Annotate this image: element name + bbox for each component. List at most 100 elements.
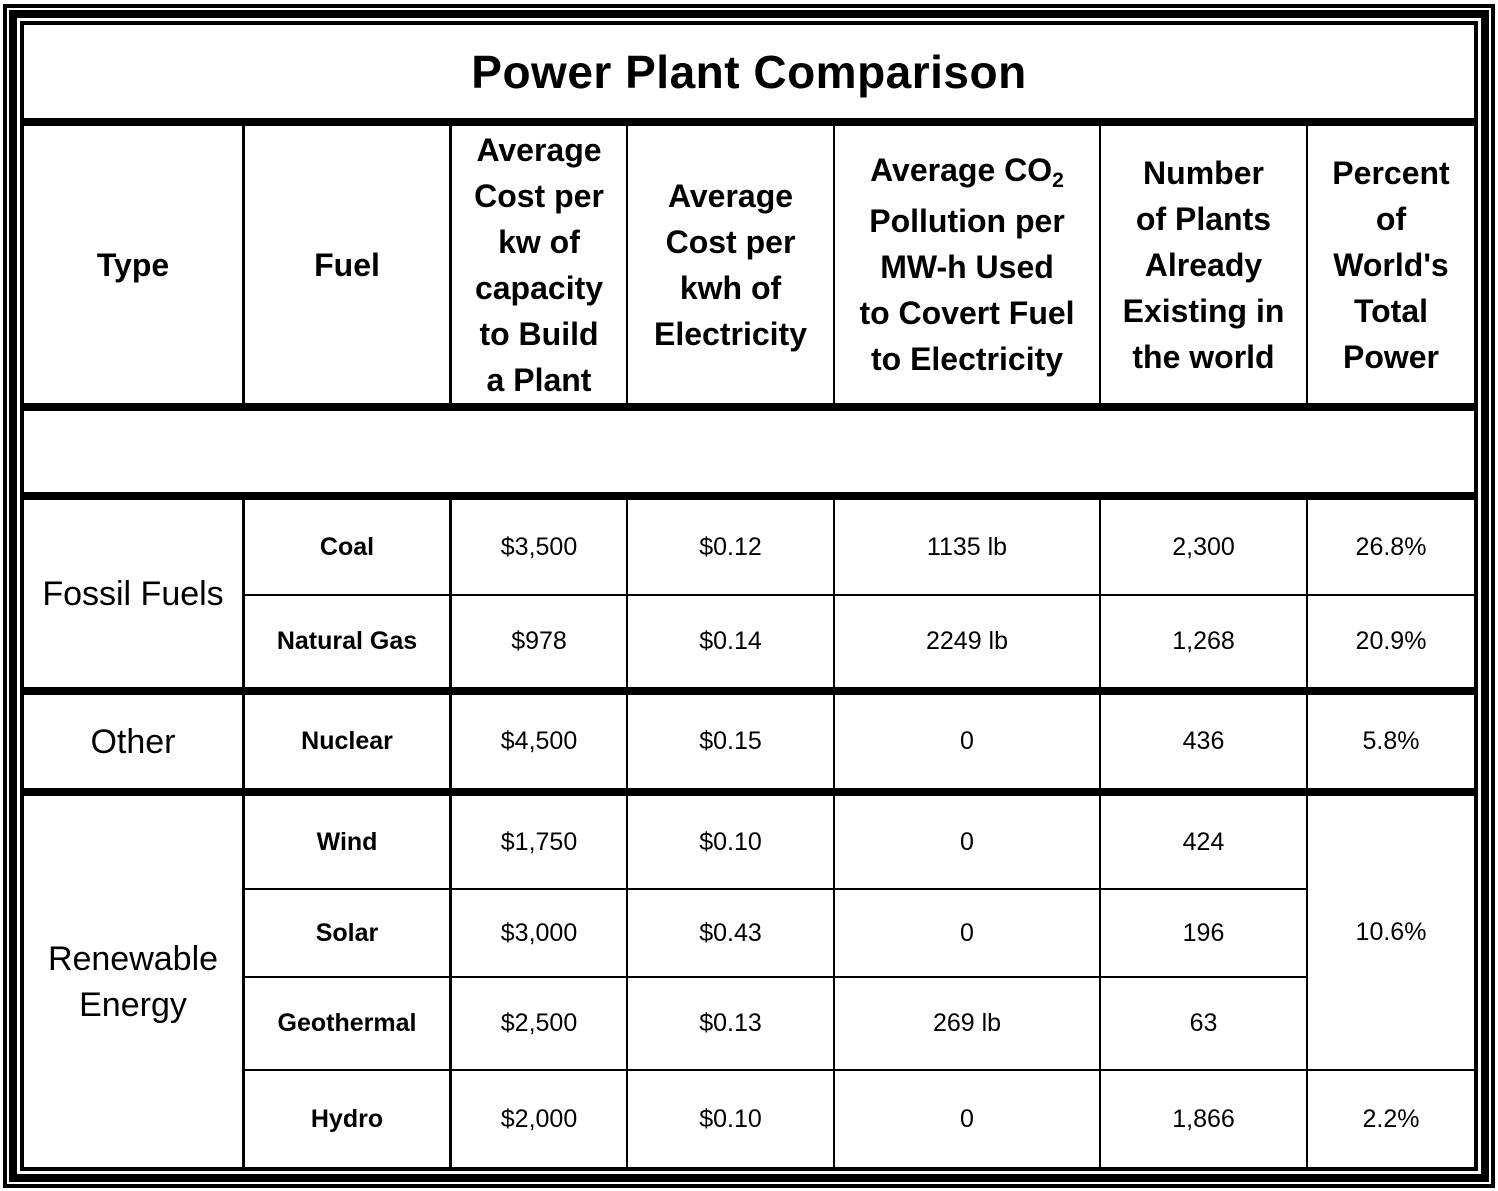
row-plants: 196	[1182, 918, 1225, 947]
header-cost-build-line: to Build	[479, 315, 599, 352]
col-rule-3-header	[626, 126, 628, 403]
row-co2: 0	[960, 827, 974, 856]
rule-wind-solar	[243, 888, 1307, 890]
row-cost-kwh: $0.13	[699, 1009, 762, 1037]
header-cost-kwh: Average Cost per kwh of Electricity	[628, 126, 833, 403]
row-plants: 1,268	[1172, 627, 1235, 655]
header-cost-kwh-line: kwh of	[679, 269, 782, 306]
header-percent-line: Total	[1353, 292, 1429, 329]
group-label-line: Renewable	[47, 939, 219, 978]
header-plants-line: the world	[1132, 338, 1275, 375]
row-cost-build: $2,000	[500, 1104, 578, 1133]
table-frame-band	[9, 10, 1489, 1182]
header-cost-build-line: Average	[476, 131, 602, 168]
col-rule-6-header	[1306, 126, 1308, 403]
row-cost-kwh: $0.15	[699, 727, 762, 755]
group-label-line: Energy	[79, 985, 187, 1024]
row-cost-kwh: $0.10	[699, 827, 762, 856]
header-cost-kwh-line: Average	[667, 177, 794, 214]
header-percent: Percent of World's Total Power	[1308, 126, 1474, 403]
header-co2-prefix: Average CO	[870, 152, 1053, 188]
row-percent: 5.8%	[1362, 727, 1420, 755]
row-cost-build: $3,500	[500, 532, 578, 561]
rule-below-other	[24, 788, 1474, 796]
row-fuel: Wind	[316, 827, 378, 856]
header-cost-build-line: Cost per	[474, 177, 604, 214]
header-fuel: Fuel	[314, 246, 380, 283]
col-rule-2-header	[449, 126, 452, 403]
row-fuel: Coal	[319, 532, 375, 561]
row-co2: 1135 lb	[926, 532, 1008, 561]
row-percent: 2.2%	[1362, 1104, 1420, 1133]
header-cost-build-line: kw of	[498, 223, 580, 260]
row-fuel: Nuclear	[301, 727, 393, 755]
header-cost-kwh-line: Cost per	[665, 223, 796, 260]
row-plants: 63	[1189, 1009, 1218, 1037]
rule-below-spacer	[24, 492, 1474, 500]
row-cost-kwh: $0.14	[699, 627, 762, 655]
header-co2-line: to Covert Fuel	[859, 295, 1075, 331]
rule-fossil-inner	[243, 594, 1474, 596]
rule-geo-hydro	[243, 1069, 1474, 1071]
group-label-line: Fossil Fuels	[42, 574, 224, 613]
row-plants: 2,300	[1172, 532, 1235, 561]
col-rule-2-body	[449, 500, 452, 1167]
row-cost-build: $978	[511, 627, 567, 655]
group-fossil-fuels: Fossil Fuels	[24, 500, 242, 687]
header-cost-kwh-line: Electricity	[654, 315, 807, 352]
header-plants-line: Number	[1143, 154, 1264, 191]
rule-solar-geo	[243, 976, 1307, 978]
table-frame-outer	[3, 4, 1495, 1188]
header-co2-subscript: 2	[1052, 168, 1064, 192]
row-cost-build: $4,500	[500, 727, 578, 755]
header-plants-line: Existing in	[1122, 292, 1285, 329]
row-fuel: Geothermal	[277, 1009, 417, 1037]
rule-below-title	[24, 118, 1474, 126]
spacer-row	[24, 411, 1474, 492]
renewable-shared-percent: 10.6%	[1355, 918, 1427, 946]
col-rule-5-header	[1099, 126, 1101, 403]
header-cost-build-line: capacity	[474, 269, 604, 306]
col-rule-4-body	[833, 500, 835, 1167]
page-title: Power Plant Comparison	[471, 45, 1027, 98]
header-cost-build-line: a Plant	[486, 361, 592, 398]
header-co2: Average CO2 Pollution per MW-h Used to C…	[835, 126, 1099, 403]
row-fuel: Natural Gas	[276, 627, 418, 655]
row-co2: 0	[960, 727, 974, 755]
header-co2-line: MW-h Used	[880, 249, 1054, 285]
header-co2-line: Pollution per	[869, 203, 1065, 239]
header-type: Type	[96, 246, 170, 283]
group-renewable-energy: Renewable Energy	[24, 796, 242, 1167]
col-rule-5-body	[1099, 500, 1101, 1167]
header-co2-line: Average CO2	[859, 147, 1074, 198]
row-fuel: Solar	[315, 918, 379, 947]
row-co2: 2249 lb	[925, 627, 1009, 655]
header-percent-line: Percent	[1332, 154, 1450, 191]
rule-below-header	[24, 403, 1474, 411]
col-rule-3-body	[626, 500, 628, 1167]
group-other: Other	[24, 695, 242, 788]
table-frame-inner	[20, 21, 1478, 1171]
row-co2: 0	[960, 1104, 974, 1133]
header-percent-line: of	[1375, 200, 1407, 237]
row-cost-build: $1,750	[500, 827, 578, 856]
row-fuel: Hydro	[310, 1104, 384, 1133]
header-cost-build: Average Cost per kw of capacity to Build…	[452, 126, 626, 403]
header-percent-line: World's	[1333, 246, 1449, 283]
row-plants: 436	[1182, 727, 1225, 755]
row-co2: 0	[960, 918, 974, 947]
row-cost-build: $3,000	[500, 918, 578, 947]
row-cost-kwh: $0.10	[699, 1104, 762, 1133]
row-co2: 269 lb	[932, 1009, 1002, 1037]
group-label-line: Other	[90, 722, 176, 761]
row-cost-kwh: $0.43	[699, 918, 762, 947]
row-cost-build: $2,500	[500, 1009, 578, 1037]
row-plants: 1,866	[1172, 1104, 1235, 1133]
row-cost-kwh: $0.12	[699, 532, 762, 561]
row-percent: 20.9%	[1355, 627, 1427, 655]
row-plants: 424	[1182, 827, 1225, 856]
col-rule-4-header	[833, 126, 835, 403]
rule-below-fossil	[24, 687, 1474, 695]
header-plants-line: Already	[1144, 246, 1263, 283]
header-percent-line: Power	[1342, 338, 1439, 375]
